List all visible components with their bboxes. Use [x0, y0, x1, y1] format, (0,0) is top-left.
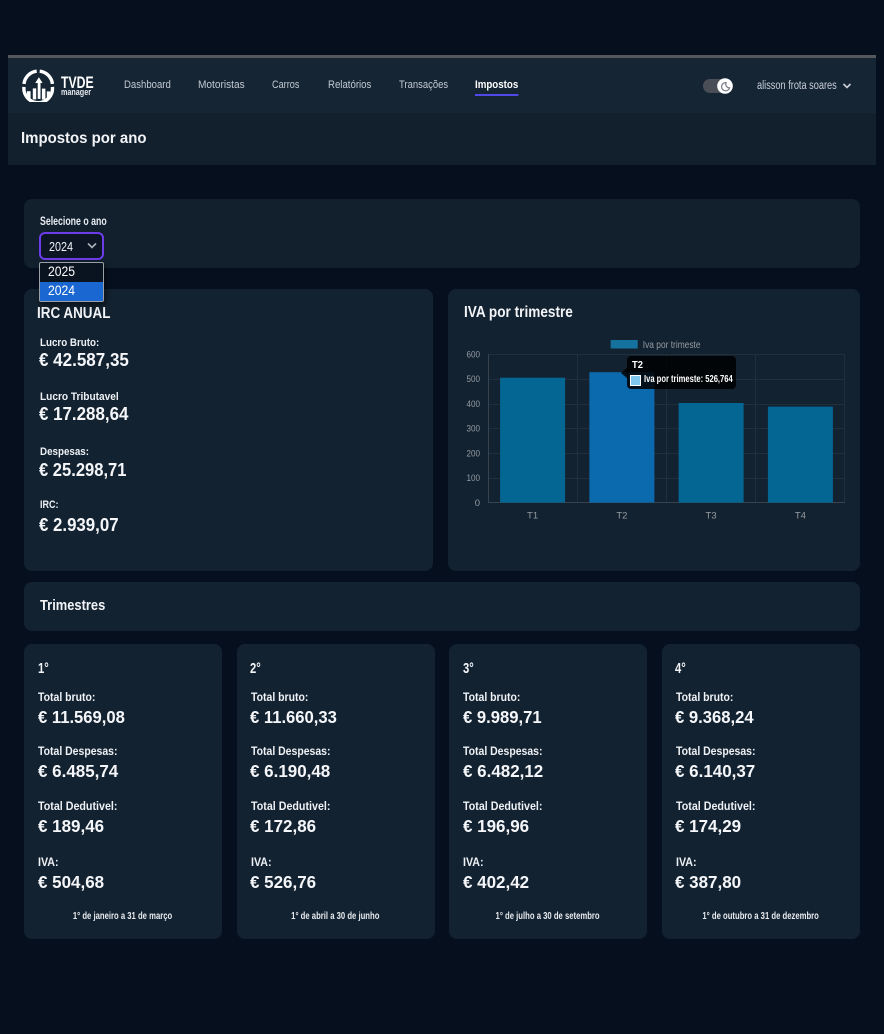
svg-text:T2: T2 — [616, 511, 627, 522]
svg-text:400: 400 — [467, 399, 481, 410]
svg-text:T4: T4 — [795, 511, 806, 522]
svg-text:Iva por trimeste: Iva por trimeste — [643, 340, 701, 351]
svg-text:0: 0 — [475, 498, 480, 509]
svg-text:100: 100 — [467, 473, 481, 484]
svg-text:T3: T3 — [706, 511, 717, 522]
svg-text:200: 200 — [467, 449, 481, 460]
svg-text:500: 500 — [467, 374, 481, 385]
svg-text:300: 300 — [467, 424, 481, 435]
svg-text:600: 600 — [467, 350, 481, 361]
svg-text:T1: T1 — [527, 511, 538, 522]
